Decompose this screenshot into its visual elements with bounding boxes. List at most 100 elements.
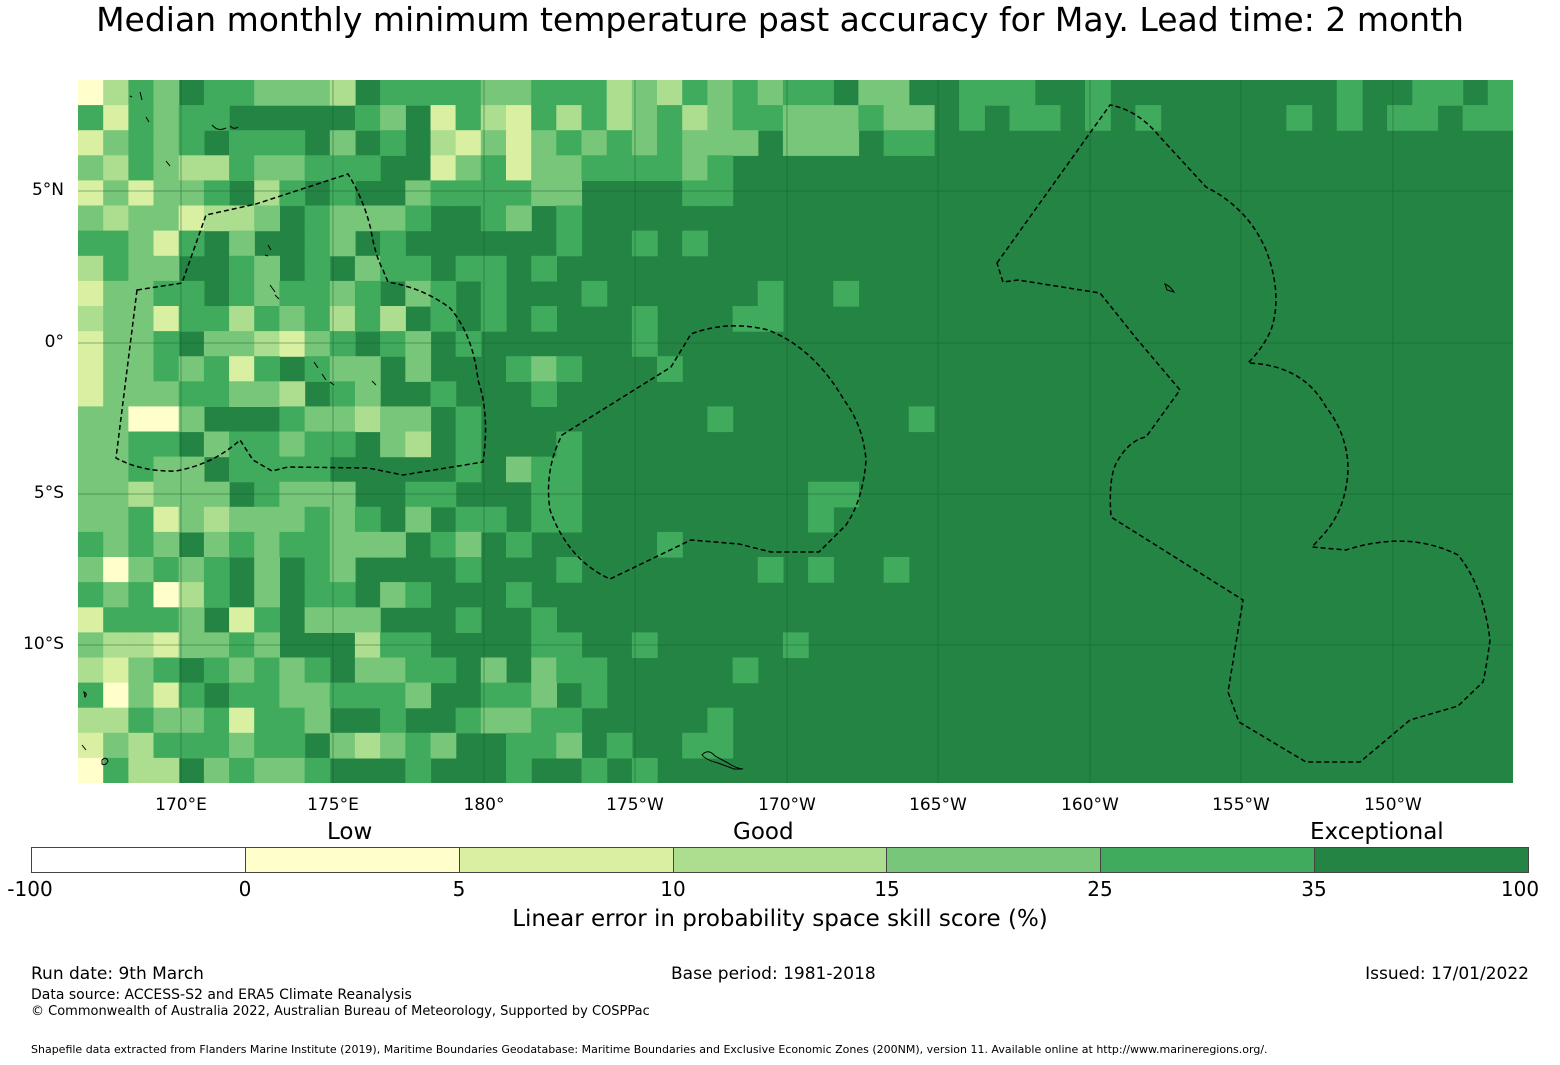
grid-cell <box>178 506 205 533</box>
grid-cell <box>329 130 356 156</box>
grid-cell <box>279 331 306 357</box>
grid-cell <box>153 757 180 783</box>
grid-cell <box>480 205 507 232</box>
category-good: Good <box>733 819 794 845</box>
coast-fiji <box>81 691 109 766</box>
grid-cell <box>178 406 205 433</box>
grid-cell <box>304 582 331 608</box>
grid-cell <box>229 155 255 181</box>
lat-label-10s: 10°S <box>23 634 64 654</box>
grid-cell <box>304 757 331 783</box>
grid-cell <box>354 280 381 307</box>
grid-cell <box>254 205 280 232</box>
grid-cell <box>506 456 532 483</box>
grid-cell <box>380 657 406 684</box>
grid-cell <box>128 80 155 106</box>
grid-cell <box>631 80 658 106</box>
grid-cell <box>304 506 331 533</box>
coastlines <box>81 91 1176 770</box>
grid-cell <box>178 607 205 633</box>
grid-cell <box>329 205 356 232</box>
grid-cell <box>178 230 205 257</box>
grid-cell <box>883 557 910 583</box>
grid-cell <box>78 557 104 583</box>
grid-cell <box>128 230 155 257</box>
grid-cell <box>329 607 356 633</box>
grid-cell <box>78 155 104 181</box>
grid-cell <box>279 456 306 483</box>
grid-cell <box>1286 105 1313 131</box>
grid-cell <box>254 130 280 156</box>
grid-cell <box>153 130 180 156</box>
lon-label-150w: 150°W <box>1364 795 1422 815</box>
grid-cell <box>430 481 457 508</box>
grid-cell <box>279 531 306 558</box>
grid-cell <box>657 130 683 156</box>
grid-cell <box>455 130 482 156</box>
grid-cell <box>153 255 180 282</box>
grid-cell <box>254 506 280 533</box>
grid-cell <box>203 381 230 407</box>
grid-cell <box>556 506 583 533</box>
grid-cell <box>329 506 356 533</box>
grid-cell <box>128 331 155 357</box>
grid-cell <box>78 381 104 407</box>
grid-cell <box>581 682 608 709</box>
grid-cell <box>304 707 331 734</box>
grid-cell <box>254 531 280 558</box>
grid-cell <box>78 657 104 684</box>
grid-cell <box>329 80 356 106</box>
grid-cell <box>506 180 532 207</box>
coast-marshall-2 <box>129 91 171 167</box>
grid-cell <box>203 105 230 131</box>
grid-cell <box>883 105 910 131</box>
colorbar-segment-2 <box>245 848 460 872</box>
grid-cell <box>279 406 306 433</box>
grid-cell <box>757 280 784 307</box>
grid-cell <box>103 582 129 608</box>
grid-cell <box>78 255 104 282</box>
grid-cell <box>279 757 306 783</box>
grid-cell <box>707 80 734 106</box>
grid-cell <box>279 506 306 533</box>
grid-cell <box>78 506 104 533</box>
grid-cell <box>380 105 406 131</box>
grid-cell <box>531 481 557 508</box>
grid-cell <box>405 682 432 709</box>
grid-cell <box>682 230 708 257</box>
grid-cell <box>556 130 583 156</box>
grid-cell <box>254 707 280 734</box>
grid-cell <box>556 356 583 382</box>
grid-cell <box>556 80 583 106</box>
grid-cell <box>304 607 331 633</box>
grid-cell <box>203 557 230 583</box>
grid-cell <box>153 331 180 357</box>
grid-cell <box>405 280 432 307</box>
grid-cell <box>178 205 205 232</box>
grid-cell <box>380 80 406 106</box>
grid-cell <box>329 230 356 257</box>
grid-cell <box>203 331 230 357</box>
category-exceptional: Exceptional <box>1310 819 1444 845</box>
grid-cell <box>304 255 331 282</box>
graticule <box>78 80 1513 783</box>
grid-cell <box>103 205 129 232</box>
grid-cell <box>103 757 129 783</box>
grid-cell <box>279 481 306 508</box>
grid-cell <box>1487 80 1513 106</box>
grid-cell <box>405 180 432 207</box>
grid-cell <box>455 707 482 734</box>
grid-cell <box>354 406 381 433</box>
grid-cell <box>581 130 608 156</box>
grid-cell <box>304 657 331 684</box>
grid-cell <box>405 506 432 533</box>
grid-cell <box>1336 80 1363 106</box>
coast-marshall-1 <box>211 124 239 130</box>
grid-cell <box>103 406 129 433</box>
grid-cell <box>78 431 104 458</box>
coast-kiribati-gilbert <box>264 244 280 300</box>
grid-cell <box>153 406 180 433</box>
grid-cell <box>128 757 155 783</box>
grid-cell <box>455 557 482 583</box>
grid-cell <box>304 682 331 709</box>
